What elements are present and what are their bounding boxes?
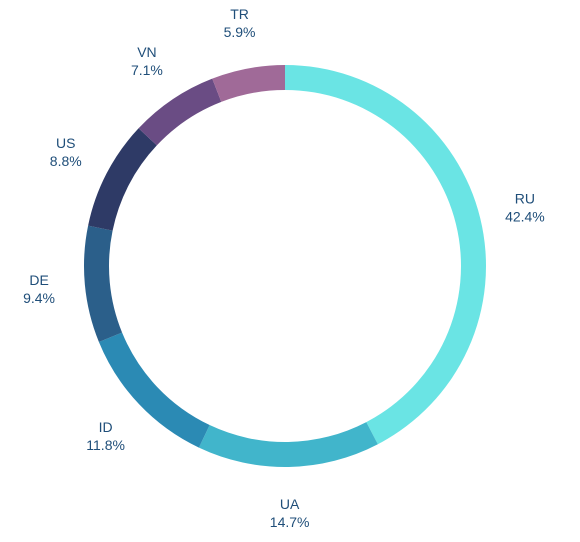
category-label: RU <box>515 190 535 206</box>
percent-label: 42.4% <box>505 208 545 224</box>
category-label: TR <box>230 6 249 22</box>
percent-label: 11.8% <box>86 437 125 453</box>
category-label: US <box>56 135 75 151</box>
percent-label: 9.4% <box>23 290 55 306</box>
category-label: UA <box>280 496 300 512</box>
donut-slice-de <box>83 225 123 342</box>
slice-label-vn: VN 7.1% <box>131 44 163 78</box>
slice-label-ua: UA 14.7% <box>270 496 310 530</box>
donut-slice-ru <box>285 65 487 445</box>
slice-label-ru: RU 42.4% <box>505 190 545 224</box>
donut-slice-id <box>98 332 210 448</box>
donut-slice-us <box>88 128 157 231</box>
category-label: ID <box>99 419 113 435</box>
percent-label: 5.9% <box>224 24 256 40</box>
slice-label-tr: TR 5.9% <box>224 6 256 40</box>
slice-label-us: US 8.8% <box>50 135 82 169</box>
donut-slice-tr <box>212 65 285 102</box>
donut-slice-vn <box>138 78 222 146</box>
donut-slice-ua <box>198 422 378 467</box>
slice-label-de: DE 9.4% <box>23 272 55 306</box>
category-label: DE <box>29 272 48 288</box>
slice-label-id: ID 11.8% <box>86 419 125 453</box>
percent-label: 14.7% <box>270 514 310 530</box>
percent-label: 7.1% <box>131 62 163 78</box>
category-label: VN <box>137 44 156 60</box>
percent-label: 8.8% <box>50 153 82 169</box>
